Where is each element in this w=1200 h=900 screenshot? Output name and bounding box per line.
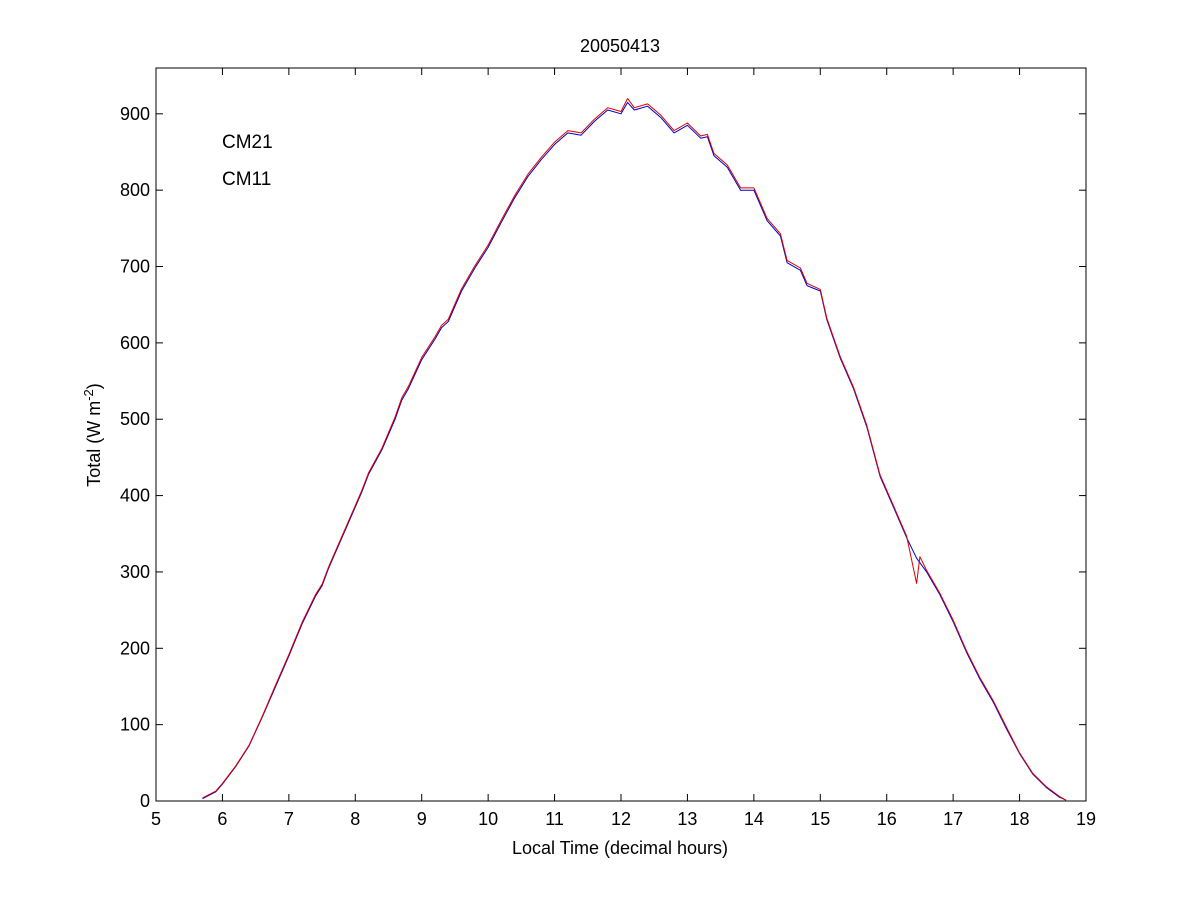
x-tick-label: 8: [350, 809, 360, 829]
series-lines: [202, 98, 1067, 801]
y-axis-title-main: Total (W m: [84, 401, 104, 487]
x-tick-label: 12: [611, 809, 631, 829]
plot-area: 5 6 7 8 9 10 11 12 13 14 15 16 17 18 19 01002003004005…: [120, 67, 1096, 829]
legend-entry-cm11: CM11: [222, 169, 271, 190]
y-tick-label: 100: [120, 715, 150, 735]
y-axis: 0 100 200 300 400 500 600 700 800 900: [120, 104, 1086, 811]
x-tick-label: 11: [545, 809, 564, 829]
y-tick-label: 500: [120, 409, 150, 429]
y-tick-label: 600: [120, 333, 150, 353]
x-tick-label: 14: [744, 809, 764, 829]
series-line-cm11: [202, 98, 1067, 801]
axes-frame: [155, 67, 1087, 802]
y-tick-label: 700: [120, 257, 150, 277]
series-line-cm21: [202, 101, 1067, 801]
y-axis-title-close: ): [84, 383, 104, 389]
y-axis-title: Total (W m-2): [81, 383, 104, 487]
y-tick-label: 300: [120, 562, 150, 582]
x-tick-label: 10: [478, 809, 498, 829]
x-tick-label: 13: [677, 809, 697, 829]
x-tick-label: 9: [417, 809, 427, 829]
x-axis: 5 6 7 8 9 10 11 12 13 14 15 16 17 18 19: [151, 68, 1096, 829]
x-tick-label: 17: [943, 809, 963, 829]
x-tick-label: 19: [1076, 809, 1096, 829]
x-tick-label: 18: [1010, 809, 1030, 829]
x-axis-title: Local Time (decimal hours): [512, 838, 728, 858]
y-tick-label: 0: [140, 791, 150, 811]
chart-title: 20050413: [580, 36, 660, 56]
x-tick-label: 5: [151, 809, 161, 829]
legend: CM21 CM11: [222, 132, 273, 190]
y-axis-title-superscript: -2: [81, 389, 96, 401]
x-tick-label: 7: [284, 809, 294, 829]
x-tick-label: 6: [217, 809, 227, 829]
y-tick-label: 400: [120, 486, 150, 506]
y-tick-label: 200: [120, 638, 150, 658]
x-tick-label: 16: [877, 809, 897, 829]
y-tick-label: 900: [120, 104, 150, 124]
x-tick-label: 15: [810, 809, 830, 829]
y-tick-label: 800: [120, 180, 150, 200]
legend-entry-cm21: CM21: [222, 132, 273, 153]
